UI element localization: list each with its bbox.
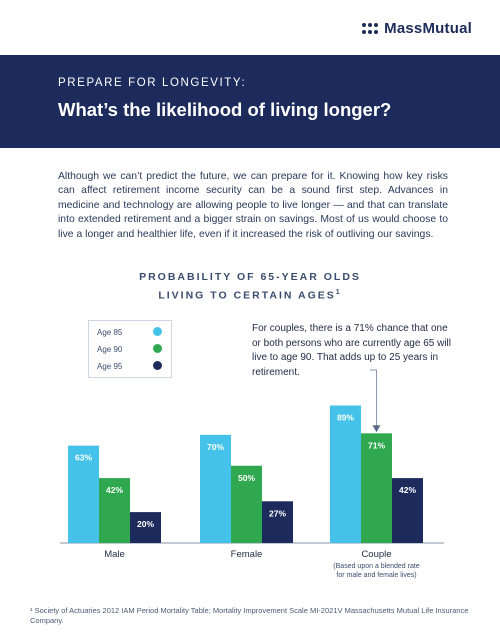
category-label-couple: Couple (361, 549, 391, 560)
data-label: 42% (106, 485, 123, 495)
intro-paragraph: Although we can’t predict the future, we… (58, 171, 448, 240)
data-label: 42% (399, 485, 416, 495)
bar-male-age-95 (130, 512, 161, 543)
bar-couple-age-85 (330, 405, 361, 543)
data-label: 50% (238, 473, 255, 483)
category-label-female: Female (231, 549, 263, 560)
data-label: 89% (337, 412, 354, 422)
chart-title-line-2: LIVING TO CERTAIN AGES (158, 289, 336, 302)
legend-item-age-90: Age 90 (97, 345, 123, 354)
data-label: 20% (137, 519, 154, 529)
logo-text: MassMutual (384, 20, 472, 37)
bar-male-age-90 (99, 478, 130, 543)
page-title: What’s the likelihood of living longer? (58, 99, 392, 120)
legend-dot-age-95 (153, 361, 162, 370)
banner-kicker: PREPARE FOR LONGEVITY: (58, 77, 247, 89)
couple-annotation: For couples, there is a 71% chance that … (252, 323, 451, 378)
chart-title-footnote-mark: 1 (335, 289, 342, 296)
annotation-arrow-icon (372, 425, 381, 433)
category-label-male: Male (104, 549, 125, 560)
chart-title: PROBABILITY OF 65-YEAR OLDS LIVING TO CE… (0, 269, 500, 304)
legend-item-age-85: Age 85 (97, 328, 123, 337)
bar-female-age-95 (262, 501, 293, 543)
data-label: 70% (207, 442, 224, 452)
massmutual-logo: MassMutual (362, 20, 472, 37)
bar-female-age-85 (200, 434, 231, 543)
data-label: 63% (75, 453, 92, 463)
category-note-couple: (Based upon a blended rate for male and f… (333, 563, 420, 579)
bar-male-age-85 (68, 445, 99, 543)
title-banner (0, 55, 500, 148)
legend-dot-age-85 (153, 327, 162, 336)
bar-couple-age-95 (392, 478, 423, 543)
legend-dot-age-90 (153, 344, 162, 353)
annotation-leader-line (370, 369, 377, 428)
logo-dots-icon (362, 22, 379, 35)
bar-female-age-90 (231, 465, 262, 543)
footnote: ¹ Society of Actuaries 2012 IAM Period M… (30, 606, 469, 625)
data-label: 71% (368, 440, 385, 450)
legend-item-age-95: Age 95 (97, 362, 123, 371)
chart-title-line-1: PROBABILITY OF 65-YEAR OLDS (139, 271, 361, 283)
chart-legend: Age 85 Age 90 Age 95 (88, 320, 172, 378)
data-label: 27% (269, 508, 286, 518)
bar-couple-age-90 (361, 433, 392, 543)
